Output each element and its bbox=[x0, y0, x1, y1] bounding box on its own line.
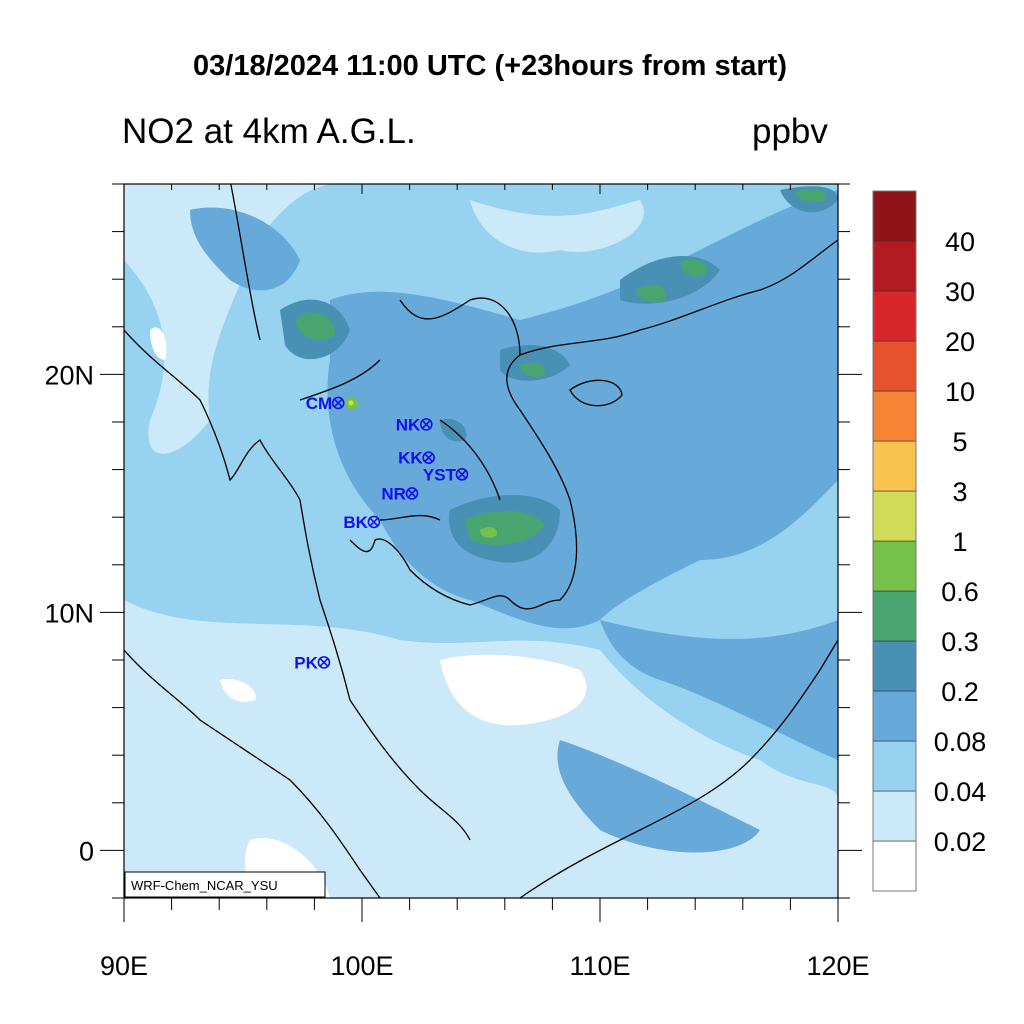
colorbar-label: 10 bbox=[945, 377, 975, 407]
colorbar-swatch bbox=[872, 190, 917, 242]
colorbar-swatch bbox=[872, 740, 917, 792]
variable-subtitle: NO2 at 4km A.G.L. bbox=[122, 112, 416, 151]
watermark-box: WRF-Chem_NCAR_YSU bbox=[124, 871, 326, 898]
colorbar-swatch bbox=[872, 690, 917, 742]
lon-tick-label: 90E bbox=[100, 951, 148, 981]
colorbar-label: 0.3 bbox=[941, 627, 979, 657]
station-marker-icon bbox=[317, 656, 331, 669]
station-marker-icon bbox=[419, 418, 433, 431]
colorbar-label: 3 bbox=[952, 477, 967, 507]
station-yst: YST bbox=[423, 465, 469, 484]
colorbar-label: 0.08 bbox=[934, 727, 987, 757]
colorbar-swatch bbox=[872, 640, 917, 692]
colorbar-label: 20 bbox=[945, 327, 975, 357]
colorbar-swatch bbox=[872, 590, 917, 642]
units-label: ppbv bbox=[752, 112, 828, 151]
colorbar-label: 1 bbox=[952, 527, 967, 557]
axis-ticks bbox=[100, 183, 862, 922]
station-nk: NK bbox=[396, 415, 433, 434]
station-marker-icon bbox=[422, 451, 435, 465]
colorbar-label: 0.04 bbox=[934, 777, 987, 807]
station-label: BK bbox=[343, 513, 368, 532]
watermark-text: WRF-Chem_NCAR_YSU bbox=[131, 878, 278, 893]
station-cross bbox=[457, 469, 467, 479]
station-marker-icon bbox=[405, 487, 419, 500]
plot-title: 03/18/2024 11:00 UTC (+23hours from star… bbox=[193, 50, 787, 82]
station-marker-icon bbox=[455, 468, 469, 481]
station-pk: PK bbox=[294, 653, 331, 672]
colorbar-label: 0.6 bbox=[941, 577, 979, 607]
colorbar-swatch bbox=[872, 490, 917, 542]
station-cross bbox=[319, 658, 329, 667]
station-marker-icon bbox=[331, 396, 345, 410]
station-bk: BK bbox=[343, 513, 381, 532]
colorbar-swatch bbox=[872, 540, 917, 592]
station-label: YST bbox=[423, 465, 457, 484]
colorbar: 0.02 0.04 0.08 0.2 0.3 0.6 1 3 5 10 20 30 40 bbox=[872, 190, 987, 892]
station-cm: CM bbox=[306, 394, 345, 413]
lat-tick-label: 10N bbox=[44, 598, 94, 628]
station-kk: KK bbox=[398, 449, 435, 468]
station-cross bbox=[369, 517, 379, 527]
station-cross bbox=[421, 420, 431, 429]
station-cross bbox=[407, 489, 417, 498]
colorbar-label: 0.02 bbox=[934, 827, 987, 857]
no2-field bbox=[124, 184, 838, 898]
station-label: NR bbox=[381, 484, 406, 503]
lon-tick-label: 120E bbox=[806, 951, 869, 981]
station-label: PK bbox=[294, 653, 318, 672]
colorbar-swatch bbox=[872, 840, 917, 892]
lat-tick-label: 0 bbox=[79, 836, 94, 866]
colorbar-label: 40 bbox=[945, 227, 975, 257]
colorbar-swatch bbox=[872, 340, 917, 392]
colorbar-swatch bbox=[872, 440, 917, 492]
lon-tick-label: 110E bbox=[569, 951, 630, 981]
station-marker-icon bbox=[367, 515, 381, 529]
station-label: KK bbox=[398, 449, 423, 468]
station-label: NK bbox=[396, 415, 421, 434]
colorbar-label: 0.2 bbox=[941, 677, 979, 707]
axis-tick-labels: 90E 100E 110E 120E 0 10N 20N bbox=[44, 360, 869, 981]
colorbar-label: 5 bbox=[952, 427, 967, 457]
lon-tick-label: 100E bbox=[330, 951, 393, 981]
colorbar-swatch bbox=[872, 390, 917, 442]
colorbar-swatch bbox=[872, 790, 917, 842]
colorbar-frame bbox=[872, 190, 917, 892]
colorbar-label: 30 bbox=[945, 277, 975, 307]
colorbar-swatch bbox=[872, 290, 917, 342]
station-cross bbox=[424, 453, 434, 463]
station-nr: NR bbox=[381, 484, 419, 503]
station-cross bbox=[333, 398, 343, 408]
map-frame bbox=[123, 183, 839, 899]
colorbar-swatch bbox=[872, 240, 917, 292]
station-label: CM bbox=[306, 394, 332, 413]
lat-tick-label: 20N bbox=[44, 360, 94, 390]
